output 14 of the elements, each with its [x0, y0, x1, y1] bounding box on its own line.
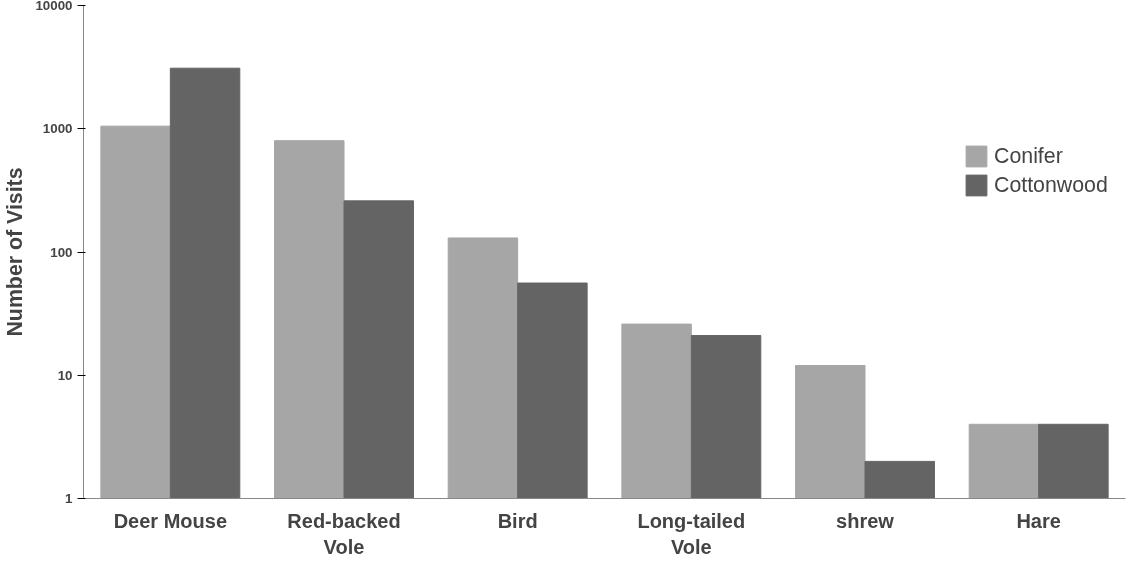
y-tick-label: 10 [57, 367, 73, 383]
x-tick-label: Hare [1016, 509, 1061, 532]
x-tick-label: Long-tailed Vole [637, 509, 746, 558]
x-tick-label: Red-backed Vole [287, 509, 401, 558]
x-tick-label: shrew [836, 509, 895, 532]
x-tick-label: Bird [497, 509, 538, 532]
x-tick-label: Deer Mouse [113, 509, 228, 532]
y-tick-label: 10000 [35, 0, 73, 13]
legend-label: Conifer [994, 143, 1063, 169]
y-axis-title: Number of Visits [3, 167, 28, 337]
y-tick-label: 1000 [42, 121, 73, 137]
legend-label: Cottonwood [994, 172, 1108, 198]
y-tick-label: 1 [65, 491, 74, 506]
y-tick-label: 100 [50, 244, 73, 260]
